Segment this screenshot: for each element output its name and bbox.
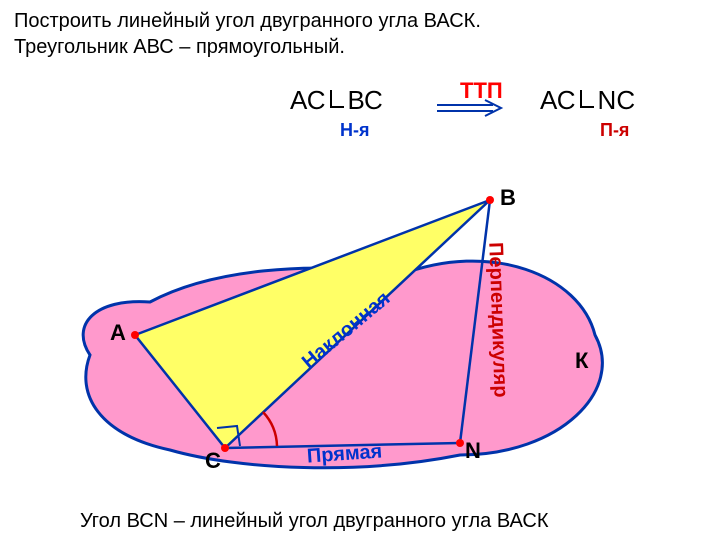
formula-right-seg2: NС	[598, 85, 636, 116]
formula-left: АС ВС	[290, 85, 383, 116]
diagram: Наклонная Прямая Перпендикуляр А В С N К	[60, 180, 660, 500]
formula-left-seg1: АС	[290, 85, 326, 116]
formula-right-seg1: АС	[540, 85, 576, 116]
perp-icon	[580, 90, 594, 108]
task-line2: Треугольник АВС – прямоугольный.	[14, 34, 345, 60]
perp-icon	[330, 90, 344, 108]
diagram-svg: Наклонная Прямая Перпендикуляр	[60, 180, 660, 500]
sub-left: Н-я	[340, 120, 370, 141]
label-b: В	[500, 185, 516, 211]
sub-right: П-я	[600, 120, 629, 141]
dot-b	[486, 196, 494, 204]
label-k: К	[575, 348, 588, 374]
label-c: С	[205, 448, 221, 474]
label-n: N	[465, 438, 481, 464]
conclusion-text: Угол ВСN – линейный угол двугранного угл…	[80, 510, 549, 533]
label-a: А	[110, 320, 126, 346]
formula-left-seg2: ВС	[348, 85, 383, 116]
dot-a	[131, 331, 139, 339]
task-line1: Построить линейный угол двугранного угла…	[14, 8, 481, 34]
formula-right: АС NС	[540, 85, 635, 116]
implies-arrow-icon	[435, 98, 505, 118]
dot-n	[456, 439, 464, 447]
dot-c	[221, 444, 229, 452]
